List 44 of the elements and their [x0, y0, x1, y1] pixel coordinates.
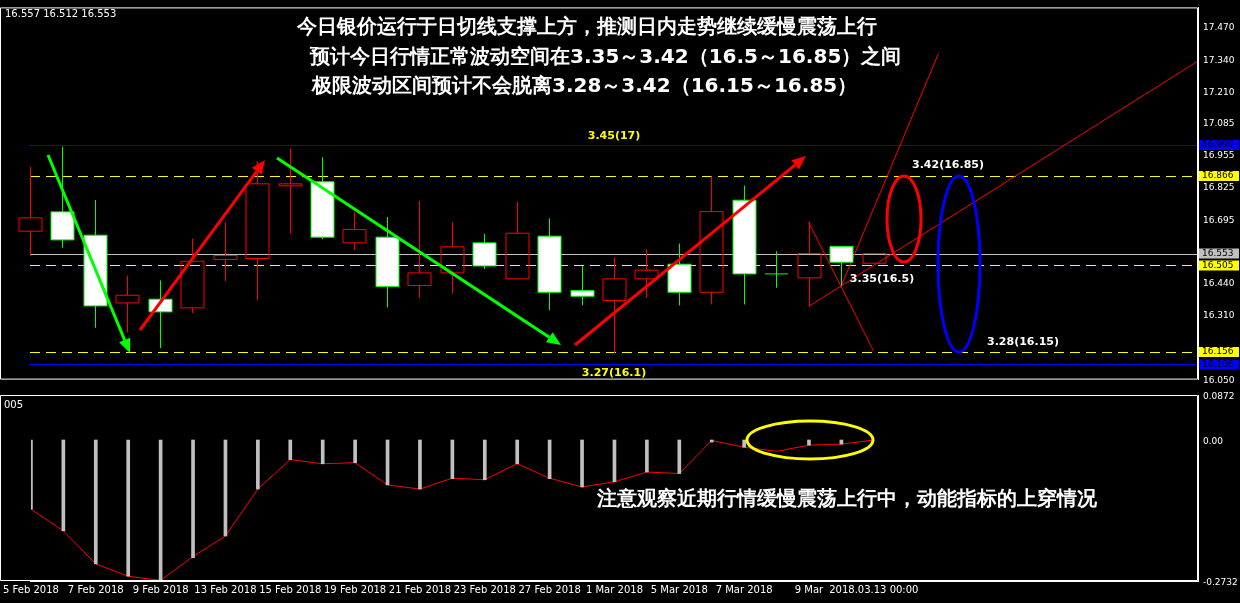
y-tick-label: 16.440 — [1203, 277, 1235, 288]
y-tick-label: 0.0872 — [1203, 391, 1235, 402]
y-tick-label: 0.00 — [1203, 436, 1224, 447]
y-tick-label: 17.470 — [1203, 22, 1235, 33]
x-tick-label: 1 Mar 2018 — [585, 583, 643, 595]
y-tick-label: 16.695 — [1203, 214, 1235, 225]
y-tick-label: 16.310 — [1203, 310, 1235, 321]
x-tick-label: 15 Feb 2018 — [259, 583, 322, 595]
annotation: 极限波动区间预计不会脱离3.28～3.42（16.15～16.85） — [311, 73, 858, 98]
annotation: 注意观察近期行情缓慢震荡上行中，动能指标的上穿情况 — [596, 486, 1098, 511]
annotation: 16.557 16.512 16.553 — [5, 7, 117, 19]
y-tick-label: 17.340 — [1203, 54, 1235, 65]
x-tick-label: 5 Mar 2018 — [650, 583, 708, 595]
y-tick-label: 17.085 — [1203, 117, 1235, 128]
y-tick-label: -0.2732 — [1203, 577, 1238, 588]
x-tick-label: 21 Feb 2018 — [388, 583, 452, 595]
y-tick-label: 16.955 — [1203, 150, 1235, 161]
annotation: 3.27(16.1) — [581, 366, 647, 380]
y-tick-label: 16.825 — [1203, 182, 1235, 193]
annotation: 3.35(16.5) — [849, 272, 915, 286]
x-tick-label: 7 Feb 2018 — [67, 583, 124, 595]
x-tick-label: 5 Feb 2018 — [3, 583, 59, 595]
ref-line-label: 16.553 — [1202, 247, 1234, 258]
x-tick-label: 2018.03.13 00:00 — [829, 583, 919, 595]
y-tick-label: 17.210 — [1203, 86, 1235, 97]
ref-line-label: 16.866 — [1202, 170, 1234, 181]
x-tick-label: 13 Feb 2018 — [194, 583, 257, 595]
x-tick-label: 7 Mar 2018 — [715, 583, 773, 595]
ref-line-label: 16.505 — [1202, 259, 1234, 270]
annotation: 3.42(16.85) — [912, 157, 984, 171]
ref-line-label: 16.990 — [1202, 139, 1234, 150]
x-tick-label: 27 Feb 2018 — [518, 583, 581, 595]
x-tick-label: 19 Feb 2018 — [324, 583, 387, 595]
chart-title: 今日银价运行于日切线支撑上方，推测日内走势继续缓慢震荡上行 — [296, 14, 877, 39]
x-tick-label: 9 Feb 2018 — [132, 583, 189, 595]
annotation: 3.45(17) — [587, 128, 641, 142]
ref-line-label: 16.106 — [1202, 358, 1234, 369]
y-tick-label: 16.050 — [1203, 374, 1235, 385]
annotation: 3.28(16.15) — [987, 334, 1059, 348]
x-tick-label: 9 Mar — [794, 583, 825, 595]
annotation: 005 — [4, 398, 24, 410]
text: 预计今日行情正常波动空间在3.35～3.42（16.5～16.85）之间 — [309, 44, 902, 69]
x-tick-label: 23 Feb 2018 — [453, 583, 516, 595]
ref-line-label: 16.156 — [1202, 346, 1234, 357]
